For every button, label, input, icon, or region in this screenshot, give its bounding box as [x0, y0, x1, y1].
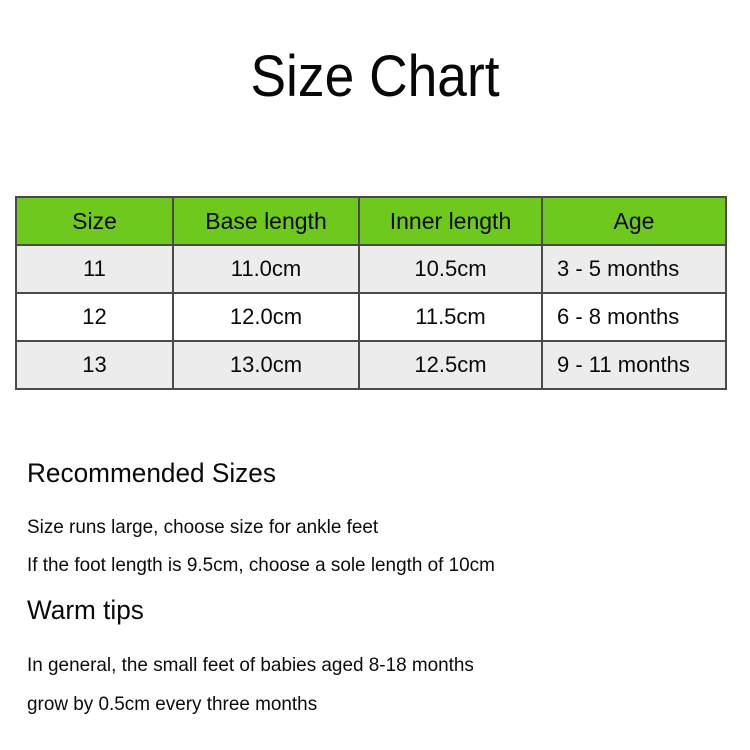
- column-header-age: Age: [541, 196, 727, 246]
- cell-age: 9 - 11 months: [541, 340, 727, 390]
- cell-age: 3 - 5 months: [541, 244, 727, 294]
- table-header-row: Size Base length Inner length Age: [15, 196, 727, 246]
- table-row: 12 12.0cm 11.5cm 6 - 8 months: [15, 292, 727, 342]
- cell-inner-length: 12.5cm: [358, 340, 543, 390]
- column-header-inner-length: Inner length: [358, 196, 543, 246]
- cell-inner-length: 11.5cm: [358, 292, 543, 342]
- warm-tips-line-2: grow by 0.5cm every three months: [27, 693, 318, 715]
- cell-base-length: 13.0cm: [172, 340, 360, 390]
- column-header-base-length: Base length: [172, 196, 360, 246]
- recommended-sizes-line-1: Size runs large, choose size for ankle f…: [27, 516, 379, 538]
- cell-size: 11: [15, 244, 174, 294]
- cell-size: 13: [15, 340, 174, 390]
- size-chart-table: Size Base length Inner length Age 11 11.…: [15, 196, 727, 390]
- table-row: 13 13.0cm 12.5cm 9 - 11 months: [15, 340, 727, 390]
- recommended-sizes-line-2: If the foot length is 9.5cm, choose a so…: [27, 554, 495, 576]
- table-header: Size Base length Inner length Age: [15, 196, 727, 246]
- table-body: 11 11.0cm 10.5cm 3 - 5 months 12 12.0cm …: [15, 244, 727, 390]
- table-row: 11 11.0cm 10.5cm 3 - 5 months: [15, 244, 727, 294]
- column-header-size: Size: [15, 196, 174, 246]
- cell-base-length: 12.0cm: [172, 292, 360, 342]
- cell-inner-length: 10.5cm: [358, 244, 543, 294]
- cell-base-length: 11.0cm: [172, 244, 360, 294]
- cell-size: 12: [15, 292, 174, 342]
- page-title: Size Chart: [250, 44, 500, 109]
- section-heading-recommended-sizes: Recommended Sizes: [27, 458, 276, 488]
- cell-age: 6 - 8 months: [541, 292, 727, 342]
- warm-tips-line-1: In general, the small feet of babies age…: [27, 654, 474, 676]
- section-heading-warm-tips: Warm tips: [27, 595, 144, 625]
